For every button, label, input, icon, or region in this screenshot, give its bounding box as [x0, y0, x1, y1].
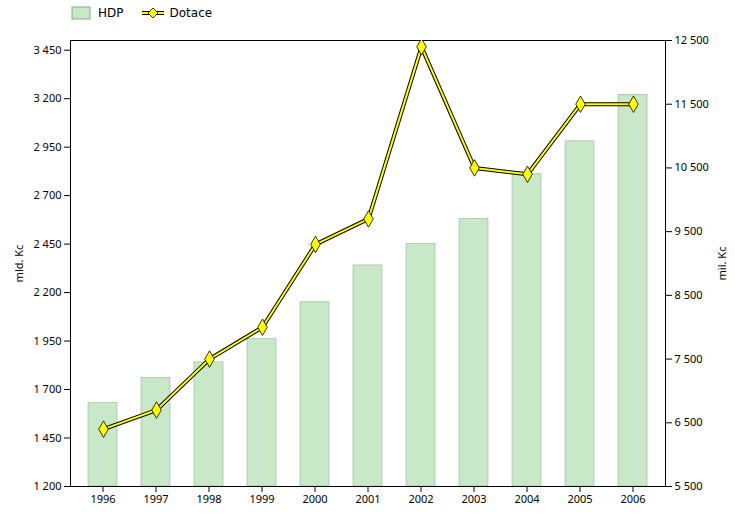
svg-text:2002: 2002 [408, 491, 433, 506]
svg-text:5 500: 5 500 [675, 478, 703, 493]
svg-text:2006: 2006 [620, 491, 645, 506]
svg-text:1 200: 1 200 [33, 478, 61, 493]
svg-text:mld. Kc: mld. Kc [11, 245, 26, 283]
svg-text:7 500: 7 500 [675, 351, 703, 366]
svg-text:2001: 2001 [355, 491, 380, 506]
svg-text:1 950: 1 950 [33, 333, 61, 348]
svg-text:1996: 1996 [90, 491, 115, 506]
html-text:Dotace: Dotace [169, 6, 213, 20]
svg-text:12 500: 12 500 [675, 32, 709, 47]
svg-text:2000: 2000 [302, 491, 327, 506]
svg-text:6 500: 6 500 [675, 414, 703, 429]
svg-text:9 500: 9 500 [675, 223, 703, 238]
svg-text:1999: 1999 [249, 491, 274, 506]
svg-text:2 950: 2 950 [33, 139, 61, 154]
svg-text:2004: 2004 [514, 491, 540, 506]
svg-text:mil. Kc: mil. Kc [714, 247, 729, 281]
svg-text:2 700: 2 700 [33, 187, 61, 202]
svg-text:2003: 2003 [461, 491, 486, 506]
svg-text:11 500: 11 500 [675, 96, 709, 111]
svg-text:2005: 2005 [567, 491, 592, 506]
svg-text:3 450: 3 450 [33, 42, 61, 57]
svg-text:1997: 1997 [143, 491, 168, 506]
svg-text:8 500: 8 500 [675, 287, 703, 302]
svg-text:10 500: 10 500 [675, 159, 709, 174]
svg-text:1 700: 1 700 [33, 381, 61, 396]
svg-text:1998: 1998 [196, 491, 221, 506]
svg-text:2 450: 2 450 [33, 236, 61, 251]
svg-text:1 450: 1 450 [33, 430, 61, 445]
svg-text:2 200: 2 200 [33, 284, 61, 299]
html-text:HDP: HDP [98, 6, 124, 20]
svg-text:3 200: 3 200 [33, 90, 61, 105]
